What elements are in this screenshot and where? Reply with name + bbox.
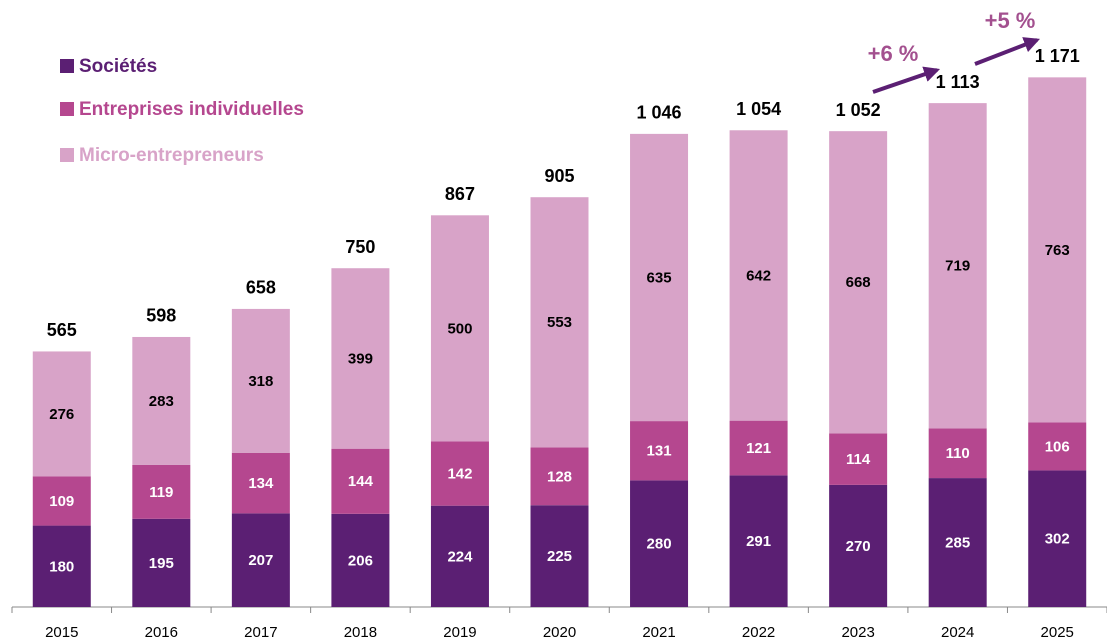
segment-label: 285 [945,535,970,552]
segment-label: 224 [447,548,473,565]
segment-label: 270 [846,538,871,555]
bar-segment [331,448,390,514]
x-tick-label: 2021 [642,624,675,641]
segment-label: 119 [149,484,173,501]
bar-segment [530,505,589,607]
segment-label: 302 [1045,531,1070,548]
bar-segment [829,484,888,607]
bar-segment [132,336,191,465]
segment-label: 109 [49,493,74,510]
bar-segment [928,478,987,607]
segment-label: 399 [348,350,373,367]
x-tick-label: 2019 [443,624,476,641]
total-label: 1 113 [936,72,980,92]
total-label: 750 [345,237,375,257]
segment-label: 121 [746,440,771,457]
segment-label: 142 [447,466,472,483]
bar-segment [32,525,91,607]
segment-label: 276 [49,406,74,423]
segment-label: 642 [746,267,771,284]
arrow [974,37,1040,66]
segment-label: 668 [846,274,871,291]
x-tick-label: 2023 [841,624,874,641]
segment-label: 635 [647,269,672,286]
bar-segment [231,452,290,514]
segment-label: 283 [149,393,174,410]
segment-label: 553 [547,314,572,331]
bar-segment [530,447,589,506]
bar-segment [729,475,788,607]
bar-segment [729,420,788,476]
segment-label: 719 [945,258,970,275]
bar-segment [231,308,290,453]
annotation: +5 % [985,8,1036,33]
legend-label: Entreprises individuelles [79,99,304,120]
segment-label: 134 [248,475,274,492]
segment-label: 280 [647,536,672,553]
arrow [872,66,941,94]
x-tick-label: 2015 [45,624,78,641]
segment-label: 763 [1045,242,1070,259]
bar-segment [530,197,589,448]
bar-segment [1028,470,1087,607]
bar-segment [928,103,987,429]
legend-label: Sociétés [79,56,157,77]
bar-segment [1028,77,1087,423]
bar-segment [928,428,987,479]
segment-label: 207 [248,552,273,569]
total-label: 905 [544,166,574,186]
bar-segment [32,476,91,526]
total-label: 867 [445,184,475,204]
total-label: 1 046 [637,103,682,123]
total-label: 565 [47,320,77,340]
total-label: 658 [246,278,276,298]
bar-segment [430,215,489,442]
x-tick-label: 2025 [1041,624,1074,641]
segment-label: 128 [547,468,572,485]
bar-segment [1028,422,1087,471]
legend-swatch [60,59,74,73]
x-tick-label: 2024 [941,624,974,641]
segment-label: 180 [49,558,74,575]
segment-label: 144 [348,473,374,490]
bar-segment [331,268,390,449]
segment-label: 110 [946,445,970,462]
total-label: 1 054 [736,99,781,119]
segment-label: 131 [647,443,672,460]
bar-segment [32,351,91,477]
x-tick-label: 2016 [145,624,178,641]
bar-segment [231,513,290,607]
segment-label: 291 [746,533,771,550]
segment-label: 206 [348,552,373,569]
total-label: 598 [146,306,176,326]
legend-label: Micro-entrepreneurs [79,145,264,166]
bar-segment [132,464,191,519]
x-tick-label: 2020 [543,624,576,641]
segment-label: 500 [447,320,472,337]
x-tick-label: 2017 [244,624,277,641]
x-tick-label: 2022 [742,624,775,641]
bar-segment [630,421,689,481]
bar-segment [132,518,191,607]
bar-segment [331,513,390,607]
segment-label: 225 [547,548,572,565]
legend-swatch [60,148,74,162]
bar-segment [430,441,489,506]
bar-segment [829,433,888,485]
segment-label: 195 [149,555,174,572]
segment-label: 114 [846,451,871,468]
segment-label: 318 [248,373,273,390]
bar-segment [630,480,689,607]
total-label: 1 052 [836,100,881,120]
total-label: 1 171 [1035,46,1080,66]
annotation: +6 % [868,41,919,66]
bar-segment [630,133,689,422]
bar-segment [729,130,788,421]
bar-segment [829,131,888,434]
bar-segment [430,505,489,607]
legend-swatch [60,102,74,116]
segment-label: 106 [1045,438,1070,455]
x-tick-label: 2018 [344,624,377,641]
